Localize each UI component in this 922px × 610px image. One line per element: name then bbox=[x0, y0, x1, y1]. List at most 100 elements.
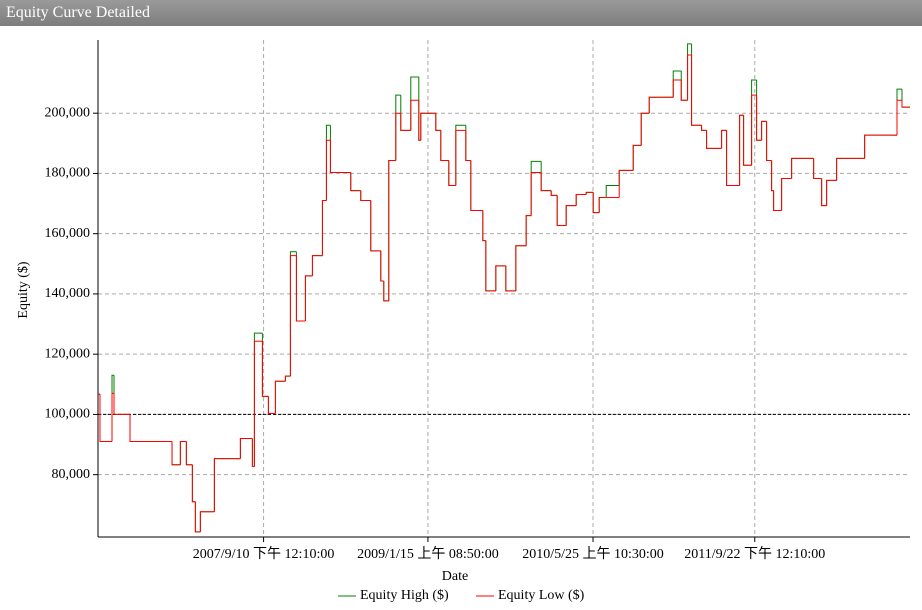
step-segment bbox=[111, 392, 115, 442]
step-segment bbox=[99, 394, 111, 443]
step-segment bbox=[448, 160, 456, 186]
step-segment bbox=[129, 414, 173, 443]
step-segment bbox=[321, 200, 327, 256]
step-segment bbox=[771, 160, 774, 192]
step-segment bbox=[284, 375, 291, 382]
step-segment bbox=[761, 120, 767, 141]
step-segment bbox=[191, 464, 196, 503]
step-segment bbox=[648, 96, 662, 114]
step-segment bbox=[672, 70, 682, 98]
step-segment bbox=[766, 121, 772, 161]
step-segment bbox=[726, 130, 740, 186]
step-segment bbox=[701, 125, 707, 131]
step-segment bbox=[575, 194, 587, 206]
step-segment bbox=[171, 441, 181, 466]
step-segment bbox=[239, 438, 253, 459]
step-segment bbox=[575, 194, 587, 206]
step-segment bbox=[773, 190, 782, 211]
step-segment bbox=[251, 438, 255, 468]
step-segment bbox=[598, 197, 607, 213]
step-segment bbox=[289, 251, 297, 377]
step-segment bbox=[525, 215, 532, 246]
step-segment bbox=[495, 265, 506, 291]
step-segment bbox=[896, 99, 902, 136]
step-segment bbox=[360, 190, 371, 202]
step-segment bbox=[773, 190, 782, 211]
step-segment bbox=[185, 441, 193, 466]
step-segment bbox=[751, 94, 757, 166]
step-segment bbox=[743, 115, 752, 166]
step-segment bbox=[515, 245, 527, 291]
step-segment bbox=[350, 172, 361, 192]
y-tick-label: 200,000 bbox=[45, 105, 91, 120]
step-segment bbox=[435, 113, 441, 131]
step-segment bbox=[253, 340, 263, 467]
step-segment bbox=[295, 255, 306, 322]
x-tick-label: 2010/5/25 上午 10:30:00 bbox=[522, 546, 664, 562]
step-segment bbox=[395, 112, 401, 161]
step-segment bbox=[350, 172, 361, 192]
step-segment bbox=[550, 190, 558, 196]
chart: Date Equity ($) 80,000 100,000 120,000 140,… bbox=[16, 40, 910, 603]
step-segment bbox=[395, 94, 401, 161]
step-segment bbox=[440, 130, 449, 161]
step-segment bbox=[813, 158, 822, 180]
step-segment bbox=[485, 240, 496, 292]
step-segment bbox=[274, 380, 286, 414]
step-segment bbox=[440, 130, 449, 161]
step-segment bbox=[311, 255, 321, 276]
step-segment bbox=[199, 511, 213, 532]
step-segment bbox=[485, 240, 496, 292]
step-segment bbox=[592, 192, 600, 214]
step-segment bbox=[267, 396, 276, 415]
step-segment bbox=[383, 280, 389, 302]
step-segment bbox=[213, 458, 236, 512]
step-segment bbox=[482, 210, 486, 242]
step-segment bbox=[289, 255, 297, 377]
step-segment bbox=[743, 115, 752, 166]
step-segment bbox=[766, 121, 772, 161]
step-segment bbox=[618, 169, 634, 198]
step-segment bbox=[761, 120, 767, 141]
x-axis-title: Date bbox=[442, 569, 468, 584]
y-tick-label: 180,000 bbox=[45, 166, 91, 181]
step-segment bbox=[261, 341, 269, 397]
step-segment bbox=[410, 76, 419, 131]
step-segment bbox=[274, 380, 286, 414]
step-segment bbox=[821, 178, 827, 207]
step-segment bbox=[687, 54, 692, 101]
step-segment bbox=[470, 160, 483, 211]
step-segment bbox=[179, 441, 187, 465]
step-segment bbox=[756, 80, 762, 141]
step-segment bbox=[826, 179, 837, 206]
step-segment bbox=[304, 275, 313, 322]
step-segment bbox=[410, 99, 419, 131]
chart-title: Equity Curve Detailed bbox=[0, 0, 922, 26]
step-segment bbox=[388, 159, 396, 301]
step-segment bbox=[726, 130, 740, 186]
step-segment bbox=[791, 157, 807, 179]
step-segment bbox=[465, 125, 471, 161]
step-segment bbox=[721, 129, 727, 149]
step-segment bbox=[179, 441, 187, 465]
step-segment bbox=[505, 265, 516, 292]
y-axis-title: Equity ($) bbox=[16, 261, 31, 318]
step-segment bbox=[380, 250, 384, 282]
step-segment bbox=[505, 265, 516, 292]
step-segment bbox=[672, 79, 682, 98]
step-segment bbox=[901, 100, 909, 108]
step-segment bbox=[706, 130, 722, 149]
x-tick-label: 2011/9/22 下午 12:10:00 bbox=[684, 546, 825, 562]
step-segment bbox=[640, 112, 650, 146]
y-tick-label: 140,000 bbox=[45, 286, 91, 301]
step-segment bbox=[701, 125, 707, 131]
step-segment bbox=[836, 157, 862, 181]
step-segment bbox=[605, 184, 620, 198]
step-segment bbox=[171, 441, 181, 466]
step-segment bbox=[756, 95, 762, 141]
step-segment bbox=[370, 200, 381, 252]
step-segment bbox=[836, 157, 862, 181]
step-segment bbox=[530, 172, 542, 216]
step-segment bbox=[113, 393, 131, 415]
